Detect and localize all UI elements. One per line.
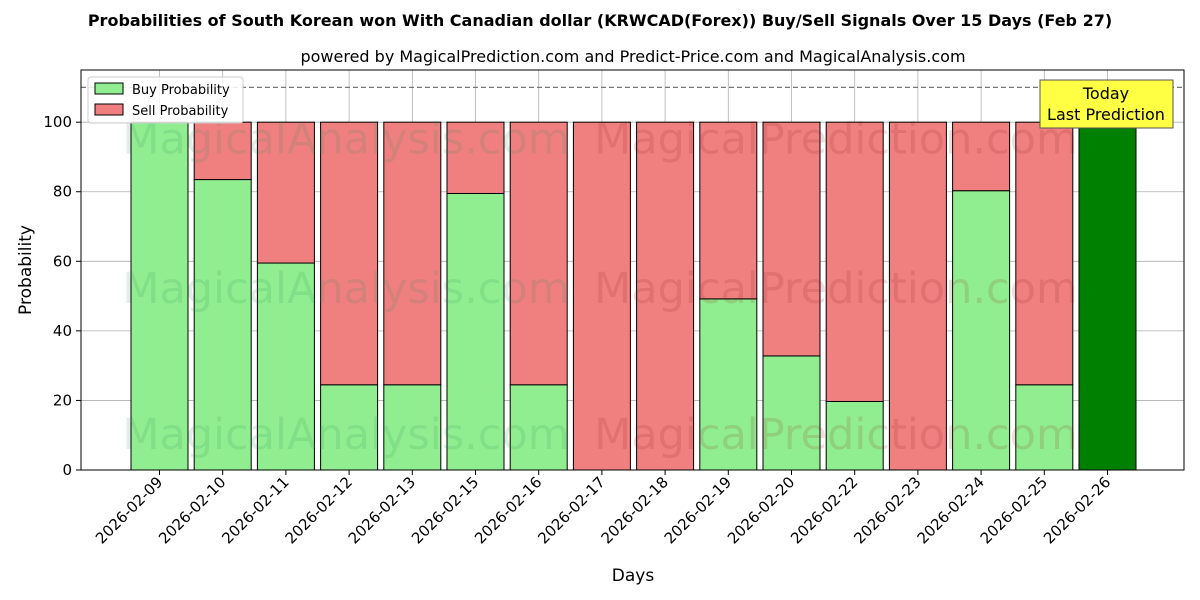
x-tick-label: 2026-02-09 (92, 473, 166, 547)
x-tick-label: 2026-02-17 (534, 473, 608, 547)
x-tick-label: 2026-02-11 (218, 473, 292, 547)
plot-frame (80, 69, 1185, 471)
y-tick-label: 40 (53, 322, 72, 340)
watermarks: MagicalAnalysis.com MagicalPrediction.com… (122, 114, 1078, 460)
legend-label-buy: Buy Probability (132, 83, 230, 98)
legend-box (87, 76, 244, 124)
bar-buy-2026-02-25 (1015, 384, 1074, 471)
bars (81, 86, 1184, 471)
chart-title: Probabilities of South Korean won With C… (88, 11, 1112, 30)
bar-sell-2026-02-18 (636, 121, 695, 471)
annotation-line1: Today (1082, 84, 1129, 103)
x-tick-label: 2026-02-16 (471, 473, 545, 547)
watermark-prediction: MagicalPrediction.com (594, 410, 1078, 460)
annotation-box (1039, 79, 1174, 129)
legend: Buy Probability Sell Probability (87, 76, 244, 124)
annotation-line2: Last Prediction (1047, 105, 1165, 124)
bar-sell-2026-02-17 (572, 121, 631, 471)
bar-buy-2026-02-15 (446, 192, 505, 471)
x-tick-label: 2026-02-20 (724, 473, 798, 547)
bar-sell-2026-02-24 (952, 121, 1011, 192)
x-tick-label: 2026-02-25 (977, 473, 1051, 547)
x-tick-label: 2026-02-24 (914, 473, 988, 547)
x-tick-label: 2026-02-26 (1040, 473, 1114, 547)
today-annotation: Today Last Prediction (1039, 79, 1174, 129)
legend-swatch-buy (94, 82, 124, 95)
bar-buy-2026-02-19 (699, 298, 758, 471)
x-tick-label: 2026-02-18 (598, 473, 672, 547)
x-tick-label: 2026-02-19 (661, 473, 735, 547)
x-tick-label: 2026-02-23 (850, 473, 924, 547)
legend-label-sell: Sell Probability (132, 104, 229, 119)
bar-buy-2026-02-12 (320, 384, 379, 471)
watermark-analysis: MagicalAnalysis.com (122, 410, 569, 460)
x-tick-label: 2026-02-12 (282, 473, 356, 547)
x-axis-label: Days (612, 566, 655, 586)
bar-sell-2026-02-12 (320, 121, 379, 386)
y-tick-label: 20 (53, 391, 72, 409)
bar-sell-2026-02-19 (699, 121, 758, 300)
x-tick-label: 2026-02-10 (155, 473, 229, 547)
bar-sell-2026-02-25 (1015, 121, 1074, 386)
watermark-prediction: MagicalPrediction.com (594, 114, 1078, 164)
x-tick-label: 2026-02-13 (345, 473, 419, 547)
chart-subtitle: powered by MagicalPrediction.com and Pre… (300, 47, 965, 66)
bar-buy-2026-02-22 (825, 400, 884, 471)
bar-sell-2026-02-16 (509, 121, 568, 386)
bar-sell-2026-02-11 (256, 121, 315, 264)
bar-sell-2026-02-13 (383, 121, 442, 386)
y-tick-label: 100 (43, 113, 72, 131)
bar-buy-2026-02-16 (509, 384, 568, 471)
bar-sell-2026-02-15 (446, 121, 505, 194)
y-tick-label: 80 (53, 183, 72, 201)
bar-buy-2026-02-20 (762, 355, 821, 471)
x-tick-label: 2026-02-15 (408, 473, 482, 547)
bar-sell-2026-02-22 (825, 121, 884, 402)
y-axis-label: Probability (16, 225, 36, 315)
bar-buy-2026-02-24 (952, 190, 1011, 471)
bar-sell-2026-02-10 (193, 121, 252, 181)
watermark-analysis: MagicalAnalysis.com (122, 264, 569, 314)
bar-sell-2026-02-20 (762, 121, 821, 357)
bar-buy-2026-02-26 (1078, 121, 1137, 471)
y-tick-label: 0 (62, 461, 72, 479)
bar-sell-2026-02-23 (888, 121, 947, 471)
legend-swatch-sell (94, 103, 124, 116)
y-tick-label: 60 (53, 252, 72, 270)
x-tick-label: 2026-02-22 (787, 473, 861, 547)
watermark-prediction: MagicalPrediction.com (594, 264, 1078, 314)
